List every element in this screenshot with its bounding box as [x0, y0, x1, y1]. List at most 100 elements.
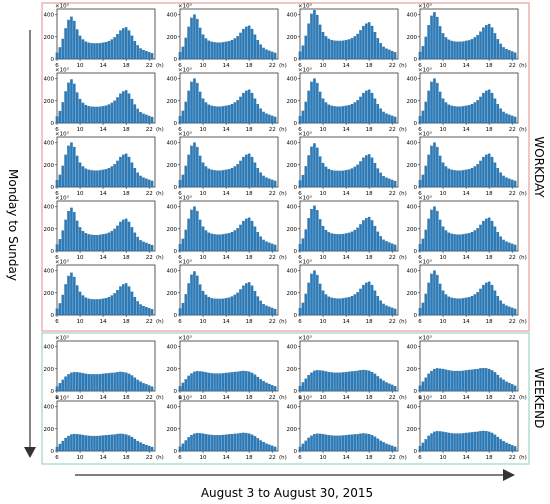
x-unit-label: (h) [279, 127, 287, 133]
bar [113, 372, 116, 392]
x-tick-label: 10 [77, 455, 84, 461]
bar [499, 300, 502, 316]
left-arrow-head [24, 447, 36, 458]
bar [470, 232, 474, 252]
bar [362, 284, 365, 316]
bar [93, 170, 96, 188]
bar [421, 46, 425, 60]
y-tick-label: 400 [287, 269, 298, 275]
bar [270, 307, 274, 316]
bar [441, 33, 445, 60]
bar [485, 282, 488, 316]
bar [490, 284, 494, 316]
y-tick-label: 200 [167, 35, 178, 41]
bar [67, 374, 70, 392]
bar [388, 242, 391, 252]
bar [210, 41, 213, 60]
bar [427, 90, 430, 124]
bar [96, 299, 99, 316]
bar [313, 434, 316, 452]
bar [418, 446, 422, 452]
bar [513, 308, 517, 316]
bar [207, 40, 211, 60]
y-tick-label: 0 [174, 249, 178, 255]
bar [365, 23, 368, 60]
bar [136, 236, 139, 252]
y-tick-label: 400 [167, 345, 178, 351]
bar [347, 371, 351, 392]
x-tick-label: 18 [366, 63, 373, 69]
y-tick-label: 400 [44, 269, 55, 275]
x-unit-label: (h) [399, 319, 407, 325]
bar [190, 274, 193, 316]
bar [58, 47, 62, 60]
bar [104, 435, 108, 452]
bar [467, 369, 471, 392]
x-tick-label: 6 [55, 319, 59, 325]
y-tick-label: 200 [44, 367, 55, 373]
bar [476, 228, 479, 252]
bar [473, 369, 477, 392]
bar [473, 102, 477, 124]
bar [436, 82, 439, 124]
bar [324, 166, 328, 188]
bar [78, 227, 82, 252]
bar [301, 110, 305, 124]
bar [438, 91, 442, 124]
bar [438, 368, 442, 392]
bar [341, 40, 345, 60]
bar [427, 282, 430, 316]
x-tick-label: 10 [77, 319, 84, 325]
bar [145, 242, 148, 252]
bar [147, 308, 151, 316]
bar [127, 373, 131, 392]
bar [444, 166, 448, 188]
bar [508, 114, 511, 124]
panel: ×10³ 0 200 400 6 10 14 18 22 (h) [287, 3, 407, 70]
bar [461, 170, 465, 188]
bar [210, 373, 213, 392]
bar [73, 146, 76, 188]
bar [382, 239, 385, 252]
bar [101, 169, 105, 188]
bar [362, 25, 365, 60]
y-tick-label: 400 [44, 205, 55, 211]
bar [262, 239, 265, 252]
x-unit-label: (h) [279, 395, 287, 401]
bar [444, 102, 448, 124]
bar [224, 105, 228, 124]
bar [316, 370, 319, 392]
bar [382, 111, 385, 124]
bar [390, 115, 394, 124]
bar [133, 168, 137, 188]
bar [75, 285, 79, 316]
bar [493, 290, 497, 316]
x-tick-label: 10 [77, 63, 84, 69]
bar [81, 295, 85, 316]
bar [130, 162, 134, 188]
bar [430, 81, 433, 124]
bar [193, 78, 196, 124]
bar [510, 445, 514, 452]
bar [298, 51, 302, 60]
bar [347, 169, 351, 188]
bar [61, 230, 65, 252]
bar [221, 373, 225, 392]
bar [216, 435, 219, 452]
bar [96, 106, 99, 124]
bar [467, 432, 471, 452]
bar [147, 52, 151, 60]
bar [210, 169, 213, 188]
panel-multiplier-label: ×10³ [178, 395, 192, 402]
bar [347, 105, 351, 124]
bar [470, 369, 474, 392]
bar [253, 436, 257, 452]
bar [224, 434, 228, 452]
bar [84, 373, 88, 392]
bar [339, 170, 342, 188]
x-tick-label: 10 [320, 395, 327, 401]
bar [139, 304, 142, 316]
bar [78, 35, 82, 60]
bar [350, 104, 354, 124]
bar [365, 155, 368, 188]
